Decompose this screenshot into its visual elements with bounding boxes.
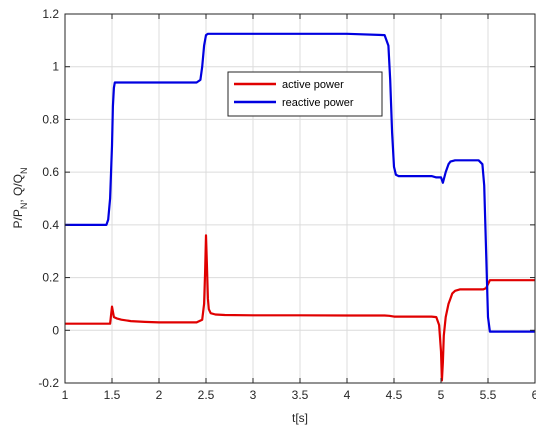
y-tick-label: 1 [52, 60, 59, 74]
x-tick-label: 4.5 [386, 388, 403, 402]
legend-label: reactive power [282, 97, 354, 109]
x-tick-label: 3 [250, 388, 257, 402]
legend: active power reactive power [227, 71, 383, 117]
x-tick-label: 1 [62, 388, 69, 402]
x-tick-label: 3.5 [292, 388, 309, 402]
legend-box [227, 71, 383, 117]
x-tick-label: 5.5 [480, 388, 497, 402]
y-tick-label: 0.2 [42, 271, 59, 285]
grid [65, 14, 535, 383]
active-power-line [65, 234, 535, 382]
y-tick-label: 1.2 [42, 7, 59, 21]
series-group [65, 32, 535, 382]
y-tick-label: -0.2 [38, 376, 59, 390]
y-tick-label: 0.8 [42, 112, 59, 126]
x-tick-label: 2.5 [198, 388, 215, 402]
reactive-power-line [65, 32, 535, 333]
y-tick-label: 0.6 [42, 165, 59, 179]
y-tick-label: 0 [52, 323, 59, 337]
x-tick-label: 1.5 [104, 388, 121, 402]
x-tick-label: 2 [156, 388, 163, 402]
legend-label: active power [282, 79, 344, 91]
x-tick-label: 5 [438, 388, 445, 402]
x-axis-label: t[s] [292, 411, 308, 425]
axis-ticks: 1 1.5 2 2.5 3 3.5 4 4.5 5 5.5 6 -0.2 0 0.2 0.4 0.6 0.8 1 1… [38, 7, 536, 402]
x-tick-label: 6 [532, 388, 536, 402]
x-tick-label: 4 [344, 388, 351, 402]
y-axis-label: P/PN, Q/QN [11, 167, 29, 228]
y-tick-label: 0.4 [42, 218, 59, 232]
